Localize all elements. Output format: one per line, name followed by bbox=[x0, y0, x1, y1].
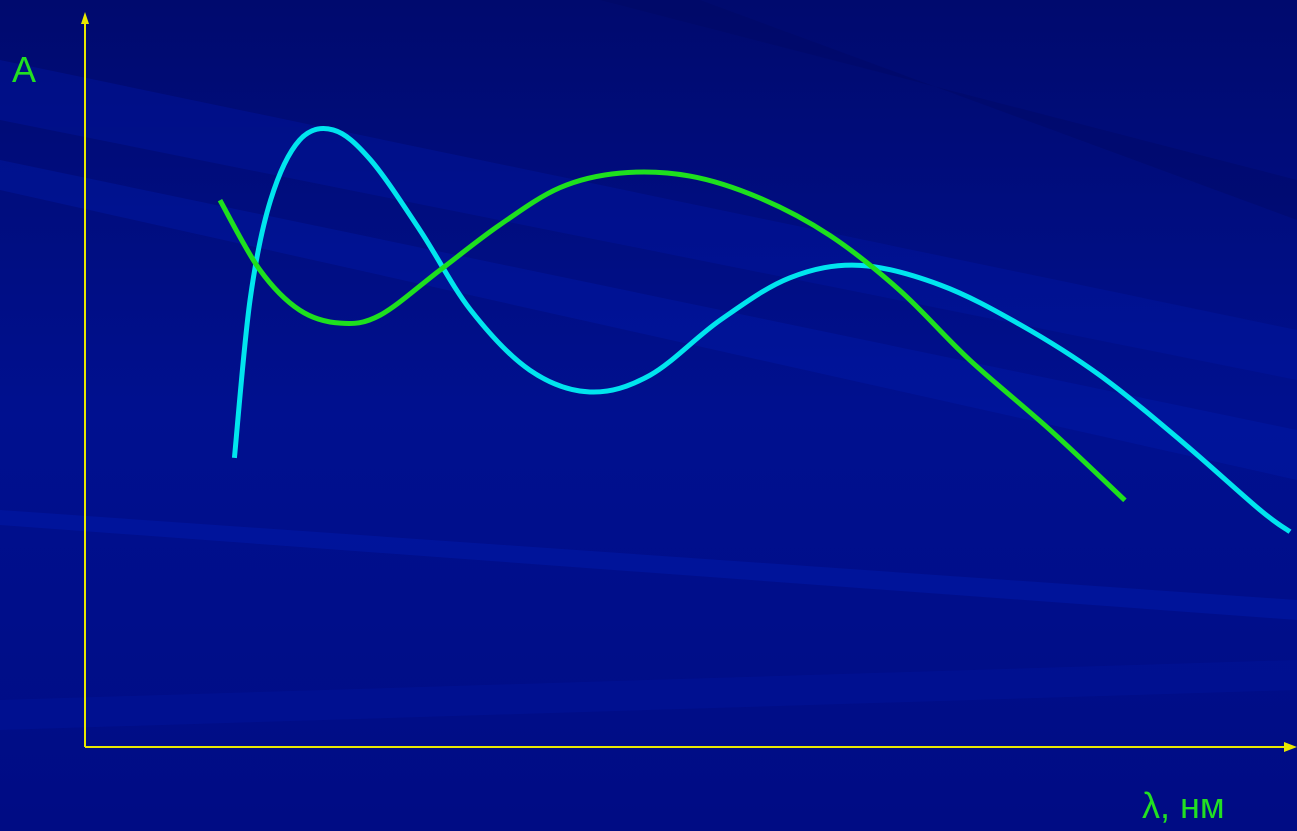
y-axis-label: A bbox=[12, 49, 36, 90]
x-axis-label: λ, нм bbox=[1142, 785, 1225, 826]
x-axis-arrow bbox=[1284, 742, 1297, 752]
y-axis-arrow bbox=[81, 12, 89, 24]
spectrum-curve bbox=[231, 125, 1292, 534]
spectrum-curve bbox=[217, 169, 1127, 503]
axes bbox=[81, 12, 1297, 752]
